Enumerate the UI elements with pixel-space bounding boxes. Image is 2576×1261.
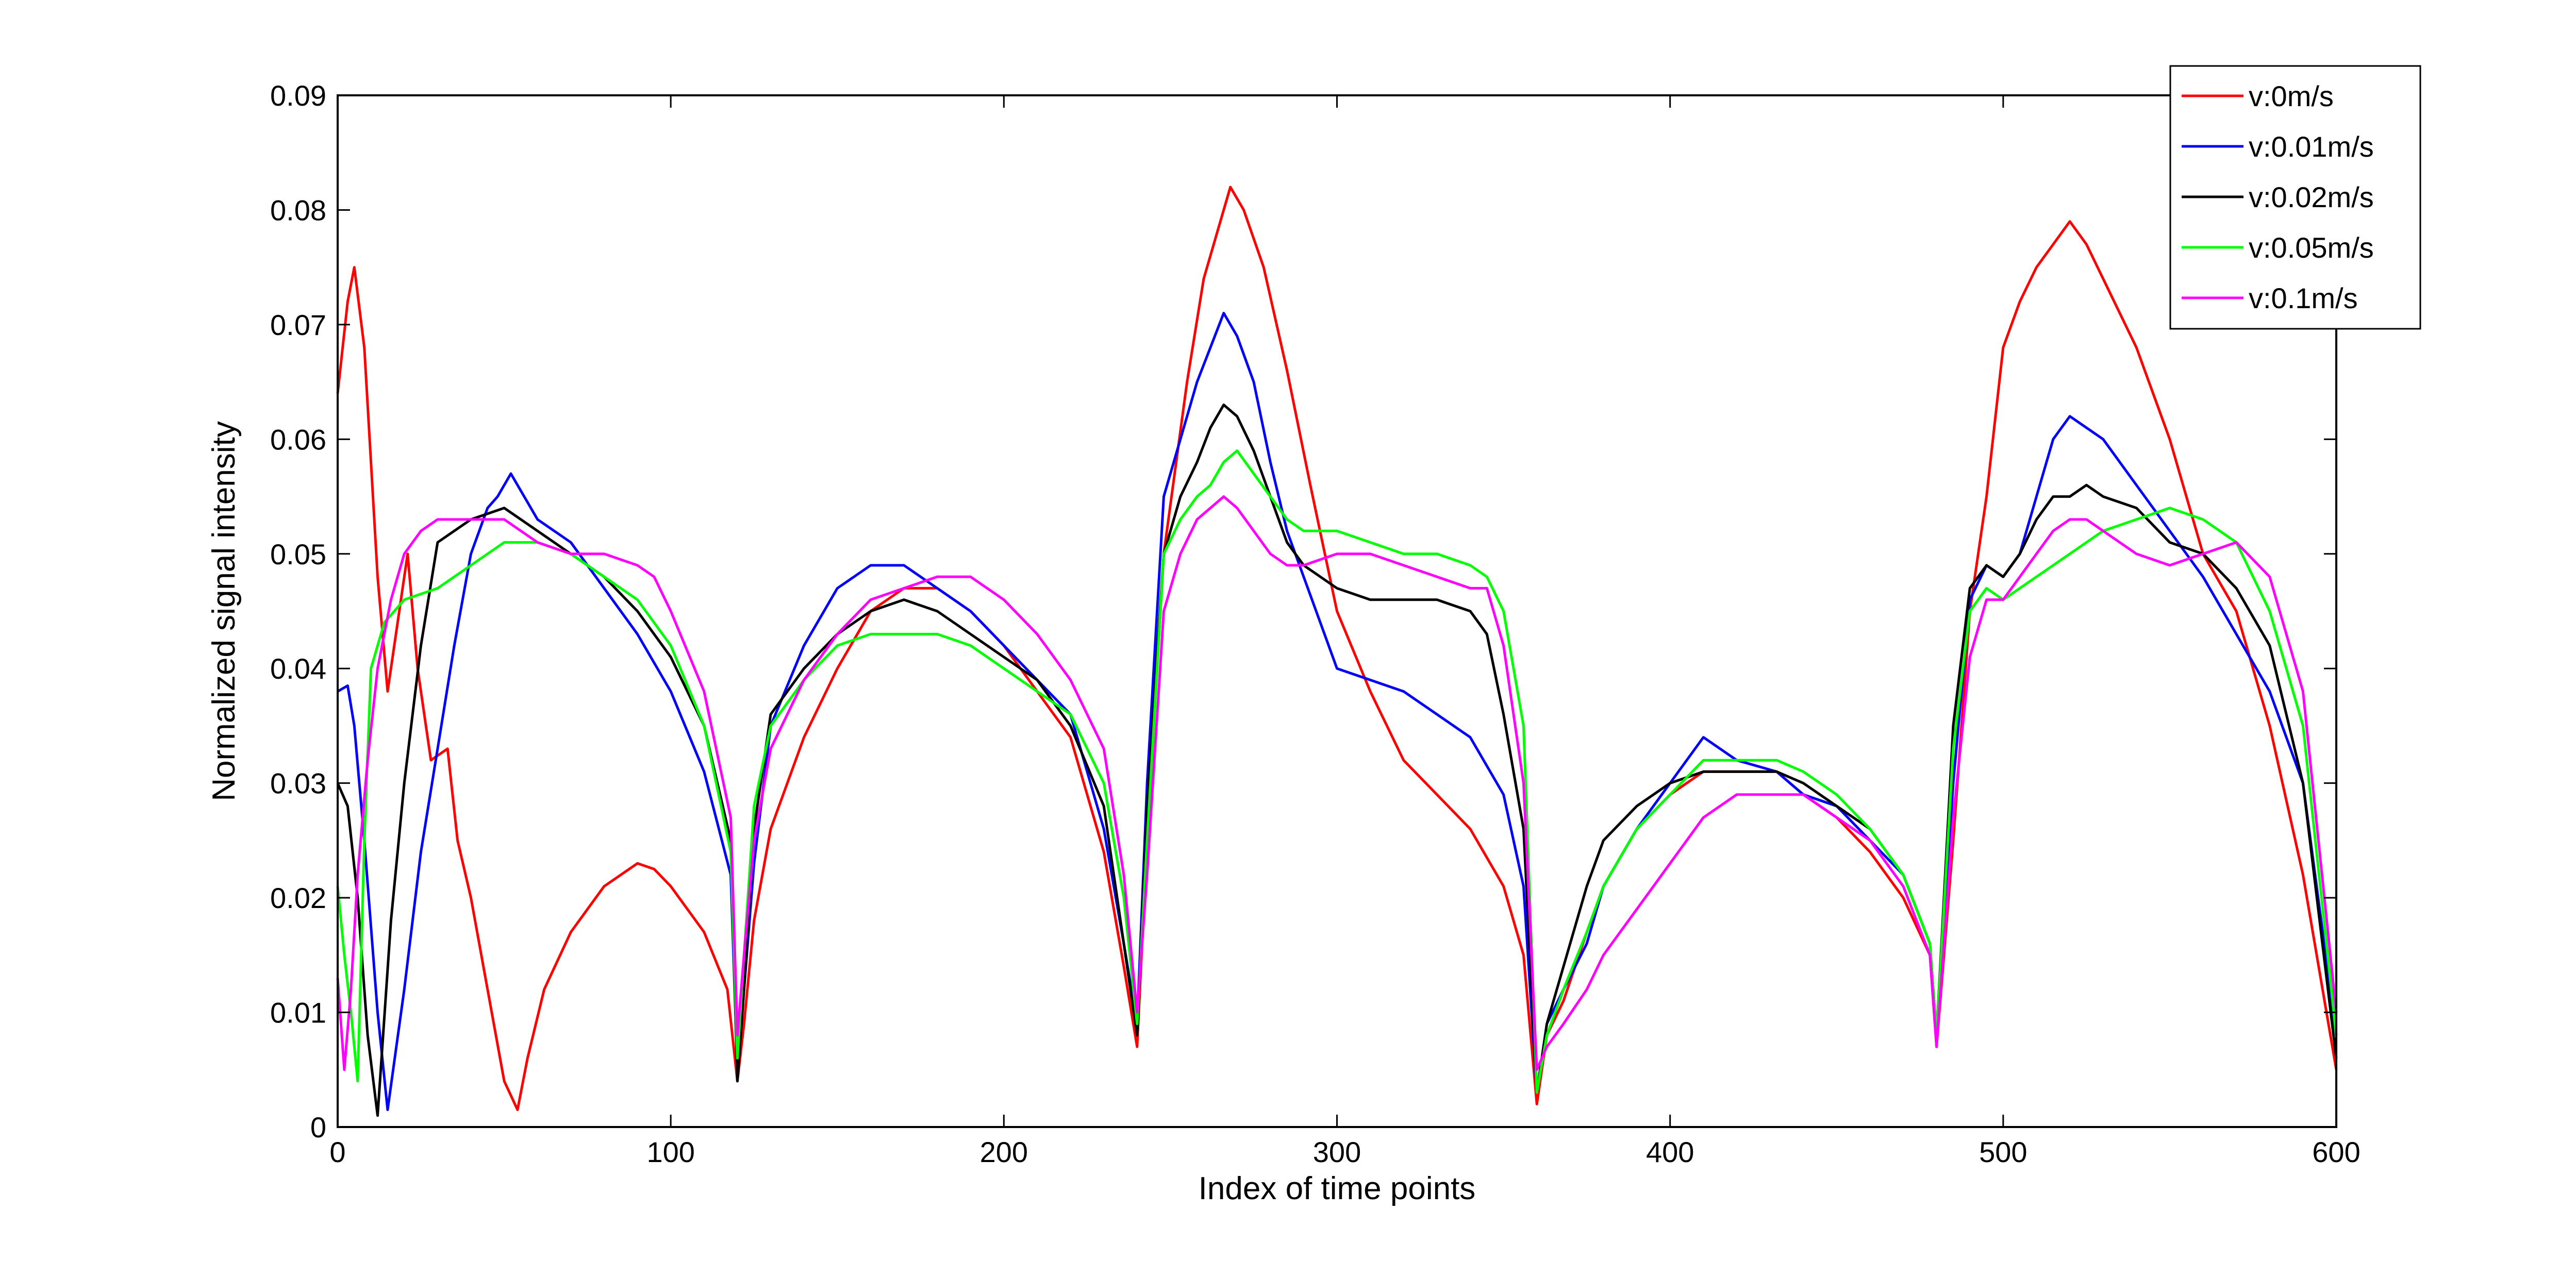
y-tick-label: 0.07: [270, 309, 326, 341]
series-line-2: [337, 312, 2338, 1112]
y-tick-label: 0.06: [270, 423, 326, 456]
ticks-layer: 0 100 200 300 400 500 600 0 0.01 0.02 0.03 0.04 0.05…: [270, 79, 2361, 1168]
x-tick-label: 100: [646, 1136, 694, 1168]
y-tick-label: 0: [310, 1111, 326, 1144]
legend: v:0m/s v:0.01m/s v:0.02m/s v:0.05m/s v:0.1m/…: [2169, 65, 2421, 330]
series-line-3: [336, 403, 2338, 1117]
x-tick-label: 200: [980, 1136, 1028, 1168]
y-tick-label: 0.02: [270, 882, 326, 914]
x-tick-label: 600: [2312, 1136, 2360, 1168]
x-tick-label: 0: [329, 1136, 345, 1168]
y-tick-label: 0.08: [270, 194, 326, 226]
y-axis-label: Normalized signal intensity: [206, 421, 242, 801]
series-line-4: [336, 449, 2338, 1094]
x-axis-label: Index of time points: [1199, 1171, 1476, 1206]
y-tick-label: 0.04: [270, 652, 326, 685]
y-tick-label: 0.09: [270, 79, 326, 112]
x-tick-label: 300: [1313, 1136, 1361, 1168]
legend-label: v:0.01m/s: [2249, 130, 2374, 163]
legend-label: v:0.02m/s: [2249, 181, 2374, 213]
x-tick-label: 400: [1646, 1136, 1694, 1168]
legend-label: v:0.1m/s: [2249, 282, 2358, 314]
y-tick-label: 0.01: [270, 997, 326, 1029]
series-line-5: [336, 495, 2338, 1071]
x-tick-label: 500: [1979, 1136, 2027, 1168]
y-tick-label: 0.03: [270, 767, 326, 800]
legend-label: v:0m/s: [2249, 80, 2334, 112]
series-layer: [336, 186, 2338, 1117]
legend-label: v:0.05m/s: [2249, 231, 2374, 264]
y-tick-label: 0.05: [270, 538, 326, 570]
